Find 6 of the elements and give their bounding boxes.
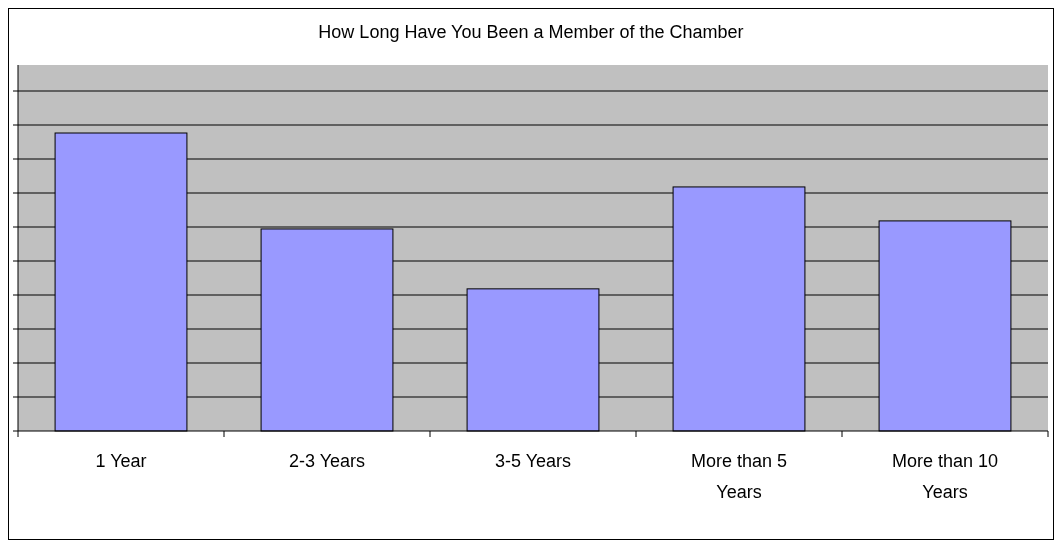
x-tick-label: 3-5 Years xyxy=(494,451,572,471)
x-tick-label: 1 Year xyxy=(95,451,147,471)
x-tick-label: More than 5 Years xyxy=(690,451,788,502)
x-tick-label: More than 10 Years xyxy=(891,451,999,502)
x-tick-label: 2-3 Years xyxy=(288,451,366,471)
chart-title: How Long Have You Been a Member of the Chamber xyxy=(318,22,744,42)
